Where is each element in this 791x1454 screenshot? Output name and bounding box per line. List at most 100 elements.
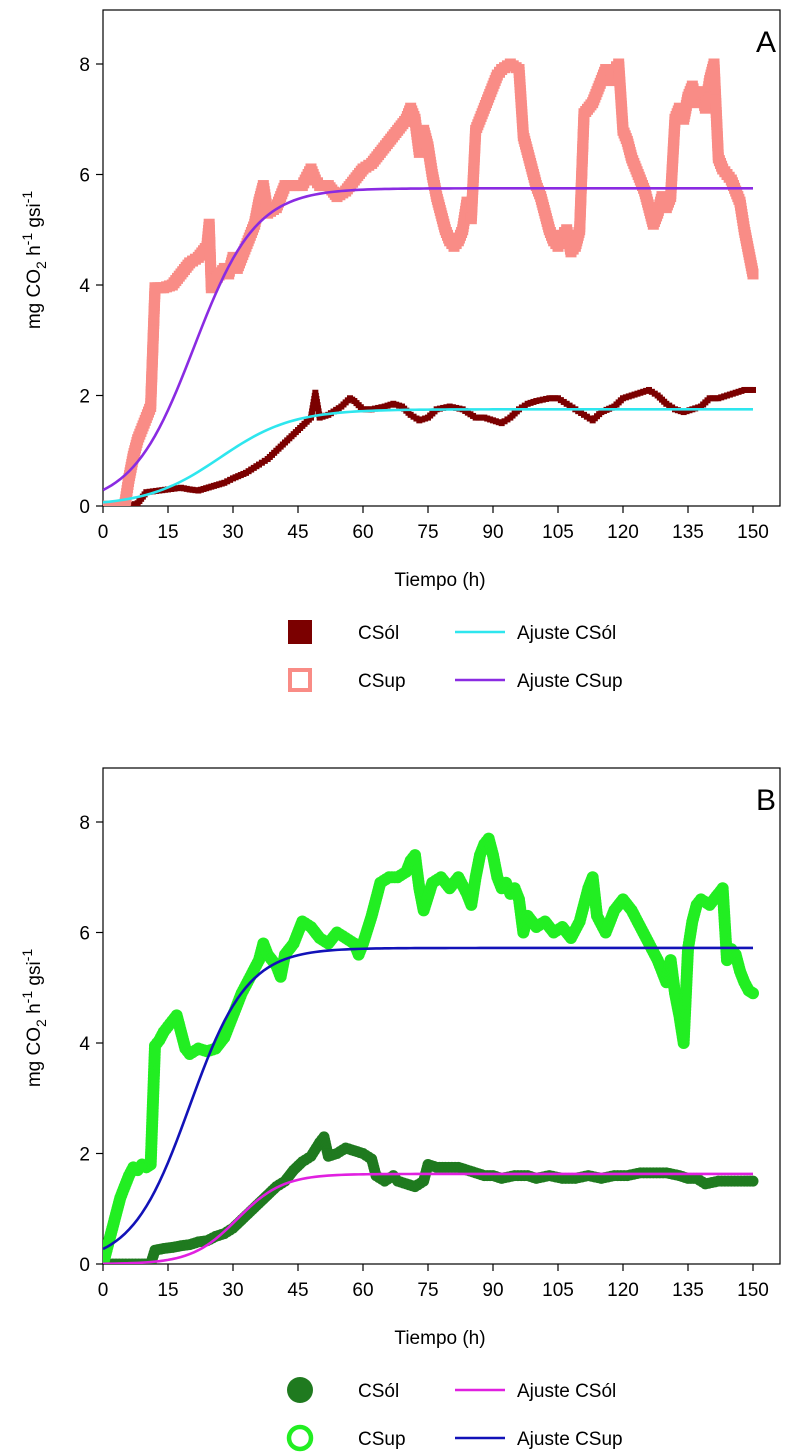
series-CSup — [103, 58, 759, 506]
data-layer — [103, 58, 759, 506]
x-tick-label: 90 — [482, 1280, 503, 1301]
data-point — [312, 389, 319, 396]
y-axis-label-mid: h — [24, 245, 45, 261]
y-tick-label: 2 — [79, 387, 90, 408]
data-point-interp — [536, 397, 543, 404]
x-tick-label: 150 — [737, 522, 769, 543]
x-tick-label: 30 — [222, 1280, 243, 1301]
data-point-interp — [315, 408, 322, 415]
y-tick-label: 8 — [79, 55, 90, 76]
fit-line-Ajuste-CSup — [103, 946, 753, 1251]
data-point — [446, 403, 453, 410]
y-tick-label: 4 — [79, 1034, 90, 1055]
data-point — [368, 406, 375, 413]
data-point-interp — [539, 396, 546, 403]
y-axis-label-base: mg CO — [24, 269, 45, 329]
y-tick-label: 4 — [79, 276, 90, 297]
data-point-interp — [146, 488, 153, 495]
plot-frame — [102, 767, 781, 1265]
data-point-interp — [375, 404, 382, 411]
y-axis-label-sup2: -1 — [19, 191, 35, 204]
data-point-interp — [312, 392, 319, 399]
data-point-interp — [310, 399, 317, 406]
x-tick-label: 135 — [672, 1280, 704, 1301]
x-tick-label: 45 — [287, 1280, 308, 1301]
legend-label: Ajuste CSól — [517, 1381, 616, 1402]
x-tick-label: 60 — [352, 522, 373, 543]
y-axis-label: mg CO2 h-1 gsi-1 — [19, 949, 49, 1088]
y-tick-label: 6 — [79, 924, 90, 945]
data-point-interp — [313, 399, 320, 406]
data-point-interp — [149, 488, 156, 495]
data-point-interp — [315, 405, 322, 412]
x-tick-label: 30 — [222, 522, 243, 543]
data-point-interp — [310, 402, 317, 409]
fit-line-Ajuste-CSól — [103, 408, 753, 504]
legend-marker-open-circle — [286, 1424, 314, 1452]
data-point-interp — [168, 486, 175, 493]
data-point-interp — [314, 402, 321, 409]
legend: CSól CSup Ajuste CSól Ajuste CSup — [288, 620, 623, 692]
legend-marker-filled-circle — [287, 1377, 313, 1403]
legend-label: CSól — [358, 1381, 399, 1402]
data-point — [750, 386, 756, 393]
legend-label: CSup — [358, 1429, 406, 1450]
x-tick-label: 150 — [737, 1280, 769, 1301]
data-point-interp — [309, 408, 316, 415]
data-point-interp — [174, 485, 181, 492]
y-axis-label: mg CO2 h-1 gsi-1 — [19, 191, 49, 330]
data-point — [143, 489, 150, 496]
data-point — [533, 398, 540, 405]
x-tick-label: 75 — [417, 522, 438, 543]
data-point-interp — [443, 404, 450, 411]
data-point — [747, 987, 759, 1000]
y-tick-label: 8 — [79, 813, 90, 834]
data-point-interp — [171, 485, 178, 492]
y-axis-label-sub: 2 — [33, 261, 49, 269]
data-point-interp — [453, 404, 460, 411]
x-tick-label: 120 — [607, 522, 639, 543]
x-tick-label: 0 — [98, 1280, 109, 1301]
y-axis-label-sup2: -1 — [19, 949, 35, 962]
data-point-interp — [449, 404, 456, 411]
x-tick-label: 45 — [287, 522, 308, 543]
y-tick-label: 0 — [79, 1255, 90, 1276]
data-point-interp — [309, 405, 316, 412]
y-tick-label: 2 — [79, 1145, 90, 1166]
legend-label: Ajuste CSup — [517, 1429, 623, 1450]
x-tick-label: 135 — [672, 522, 704, 543]
data-point-interp — [308, 411, 315, 418]
y-axis-label-sup1: -1 — [19, 991, 35, 1004]
y-tick-label: 0 — [79, 497, 90, 518]
x-tick-label: 15 — [157, 522, 178, 543]
panel-label: B — [756, 784, 776, 817]
x-tick-label: 90 — [482, 522, 503, 543]
series-CSól — [103, 1131, 759, 1264]
x-axis-label: Tiempo (h) — [394, 570, 485, 591]
legend-label: Ajuste CSup — [517, 671, 623, 692]
legend: CSól CSup Ajuste CSól Ajuste CSup — [286, 1377, 623, 1452]
y-axis-label-mid2: gsi — [24, 203, 45, 233]
series-CSup — [103, 832, 759, 1264]
y-axis-label-sub: 2 — [33, 1019, 49, 1027]
legend-label: CSól — [358, 623, 399, 644]
fit-line-Ajuste-CSól — [103, 1172, 753, 1264]
data-point — [747, 268, 759, 280]
legend-label: CSup — [358, 671, 406, 692]
data-layer — [103, 832, 759, 1264]
legend-label: Ajuste CSól — [517, 623, 616, 644]
legend-marker-filled-square — [288, 620, 312, 644]
y-axis-label-mid: h — [24, 1003, 45, 1019]
data-point-interp — [371, 405, 378, 412]
x-tick-label: 15 — [157, 1280, 178, 1301]
data-point-interp — [543, 395, 550, 402]
data-point-interp — [313, 395, 320, 402]
y-axis-label-base: mg CO — [24, 1027, 45, 1087]
y-axis-label-mid2: gsi — [24, 961, 45, 991]
data-point — [747, 1175, 759, 1187]
legend-marker-open-square — [288, 668, 312, 692]
x-tick-label: 0 — [98, 522, 109, 543]
y-tick-label: 6 — [79, 166, 90, 187]
chart-panel-B: 0 15 30 45 60 75 90 105 120 135 150 0 2 4 6 8 B Tiempo (h… — [19, 767, 781, 1452]
